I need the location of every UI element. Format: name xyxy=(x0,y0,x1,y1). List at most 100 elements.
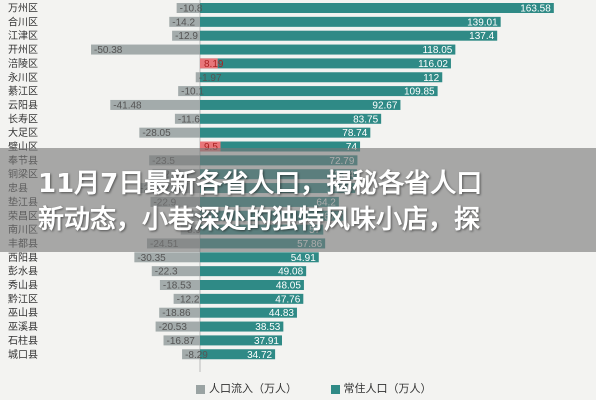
category-label: 黔江区 xyxy=(8,292,38,305)
legend: 人口流入（万人） 常住人口（万人） xyxy=(196,380,462,396)
resident-bar xyxy=(200,127,371,138)
category-label: 长寿区 xyxy=(8,112,38,125)
resident-bar xyxy=(200,99,401,110)
legend-item-resident: 常住人口（万人） xyxy=(330,380,432,396)
banner-title: 11月7日最新各省人口，揭秘各省人口 新动态，小巷深处的独特风味小店，探 xyxy=(38,166,596,238)
resident-value-label: 49.08 xyxy=(278,267,303,278)
resident-value-label: 92.67 xyxy=(372,100,397,111)
inflow-bar xyxy=(172,30,200,41)
resident-value-label: 48.05 xyxy=(276,281,301,292)
inflow-bar xyxy=(151,266,200,277)
inflow-bar xyxy=(178,86,200,97)
inflow-value-label: -14.2 xyxy=(172,17,195,28)
resident-value-label: 74 xyxy=(346,142,358,153)
resident-bar xyxy=(200,280,304,290)
inflow-bar xyxy=(200,141,221,152)
banner-line-2: 新动态，小巷深处的独特风味小店，探 xyxy=(38,205,481,235)
category-label: 綦江区 xyxy=(8,85,38,98)
resident-value-label: 47.76 xyxy=(275,294,300,305)
inflow-bar xyxy=(159,280,200,290)
inflow-value-label: 8.19 xyxy=(204,59,224,70)
inflow-bar xyxy=(174,113,200,124)
inflow-value-label: -1.97 xyxy=(199,73,222,84)
resident-value-label: 109.85 xyxy=(404,87,435,98)
category-label: 西阳县 xyxy=(8,252,38,264)
legend-swatch-resident xyxy=(330,384,340,394)
resident-value-label: 54.91 xyxy=(291,253,316,264)
category-label: 秀山县 xyxy=(8,280,38,292)
legend-swatch-inflow xyxy=(196,384,205,394)
resident-value-label: 139.01 xyxy=(467,17,498,28)
category-label: 巫溪县 xyxy=(8,321,38,333)
resident-value-label: 37.91 xyxy=(254,336,279,347)
legend-label-inflow: 人口流入（万人） xyxy=(209,382,297,395)
category-label: 合川区 xyxy=(8,15,38,28)
resident-bar xyxy=(200,349,276,360)
category-label: 大足区 xyxy=(8,126,38,139)
inflow-bar xyxy=(195,72,200,83)
legend-label-resident: 常住人口（万人） xyxy=(343,382,432,395)
legend-item-inflow: 人口流入（万人） xyxy=(196,380,297,396)
resident-value-label: 83.75 xyxy=(353,114,378,125)
category-label: 涪陵区 xyxy=(8,57,38,70)
inflow-bar xyxy=(176,3,200,13)
inflow-value-label: -8.29 xyxy=(185,350,208,361)
resident-bar xyxy=(200,252,319,263)
resident-bar xyxy=(200,266,307,277)
inflow-value-label: -28.05 xyxy=(142,128,171,139)
resident-bar xyxy=(200,72,443,83)
resident-value-label: 116.02 xyxy=(418,59,448,70)
inflow-bar xyxy=(155,321,200,332)
category-label: 万州区 xyxy=(8,3,38,15)
resident-bar xyxy=(200,86,438,97)
resident-bar xyxy=(200,335,282,346)
category-label: 永川区 xyxy=(8,71,38,84)
inflow-value-label: -10.1 xyxy=(181,87,204,98)
resident-bar xyxy=(200,3,554,13)
resident-bar xyxy=(200,44,456,55)
resident-bar xyxy=(200,307,297,318)
category-label: 巫山县 xyxy=(8,307,38,319)
resident-value-label: 34.72 xyxy=(247,350,272,361)
inflow-bar xyxy=(163,335,200,346)
inflow-bar xyxy=(200,58,218,69)
inflow-value-label: -12.9 xyxy=(175,31,198,42)
inflow-bar xyxy=(134,252,200,263)
inflow-value-label: -20.53 xyxy=(159,322,188,333)
title-banner xyxy=(0,148,596,252)
inflow-value-label: -18.53 xyxy=(163,281,192,292)
inflow-value-label: -10.8 xyxy=(180,4,203,15)
category-label: 石柱县 xyxy=(8,334,38,347)
inflow-value-label: -18.86 xyxy=(162,308,191,319)
inflow-value-label: -22.3 xyxy=(155,267,178,278)
inflow-bar xyxy=(110,99,200,110)
resident-bar xyxy=(200,58,451,69)
category-label: 开州区 xyxy=(8,44,38,56)
resident-bar xyxy=(200,30,498,41)
resident-value-label: 118.05 xyxy=(422,45,452,56)
inflow-value-label: -16.87 xyxy=(167,336,196,347)
resident-value-label: 163.58 xyxy=(520,4,551,15)
resident-value-label: 137.4 xyxy=(469,31,494,42)
category-label: 城口县 xyxy=(8,349,38,361)
inflow-value-label: -30.35 xyxy=(137,253,166,264)
resident-bar xyxy=(200,293,304,304)
inflow-bar xyxy=(139,127,200,138)
inflow-value-label: -11.6 xyxy=(178,114,200,125)
inflow-value-label: -50.38 xyxy=(94,45,123,56)
inflow-value-label: 9.5 xyxy=(204,142,218,153)
inflow-bar xyxy=(173,293,200,304)
resident-bar xyxy=(200,113,382,124)
inflow-bar xyxy=(159,307,200,318)
inflow-value-label: -41.48 xyxy=(113,100,142,111)
resident-value-label: 38.53 xyxy=(255,322,280,333)
resident-value-label: 112 xyxy=(423,73,439,84)
category-label: 江津区 xyxy=(8,30,38,42)
inflow-bar xyxy=(182,349,200,360)
banner-line-1: 11月7日最新各省人口，揭秘各省人口 xyxy=(38,169,483,199)
resident-value-label: 78.74 xyxy=(342,128,367,139)
inflow-value-label: -12.2 xyxy=(177,294,200,305)
inflow-bar xyxy=(169,16,200,27)
resident-bar xyxy=(200,16,501,27)
resident-bar xyxy=(200,141,361,152)
